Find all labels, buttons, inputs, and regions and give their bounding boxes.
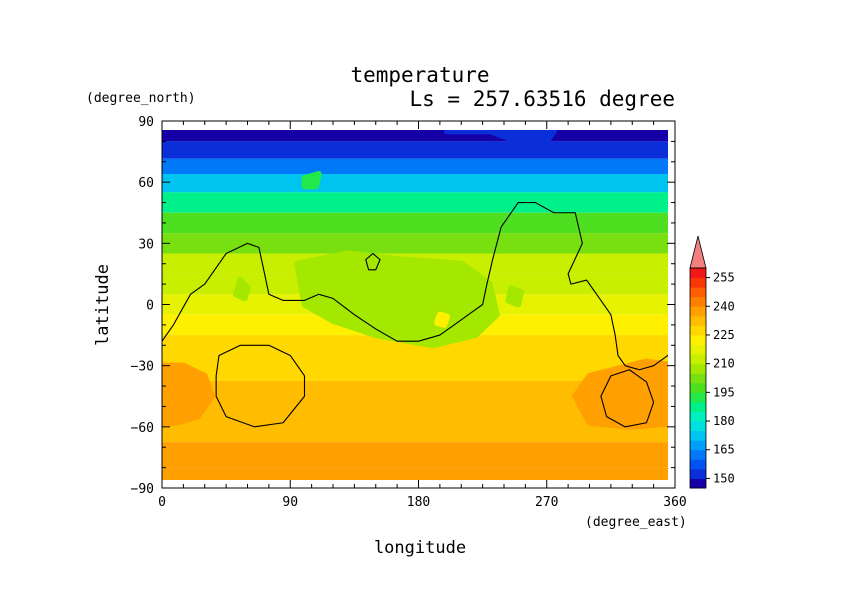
colorbar-bin	[690, 411, 706, 422]
colorbar-label: 195	[713, 385, 735, 399]
colorbar-bin	[690, 401, 706, 412]
temperature-band	[162, 192, 668, 213]
temperature-band	[162, 355, 668, 381]
colorbar-bin	[690, 478, 706, 489]
y-tick-label: −30	[131, 360, 154, 375]
contour-small	[365, 252, 381, 271]
x-tick-label: 360	[663, 495, 686, 510]
colorbar-bin	[690, 430, 706, 441]
temperature-band	[162, 212, 668, 234]
colorbar-bin	[690, 268, 706, 279]
y-tick-label: 30	[138, 237, 154, 252]
colorbar-bin	[690, 334, 706, 346]
x-tick-label: 270	[535, 495, 558, 510]
contour-lines	[162, 202, 668, 428]
colorbar-label: 225	[713, 328, 735, 342]
y-tick-label: −90	[131, 482, 154, 497]
y-axis-label: latitude	[93, 264, 113, 346]
x-unit-label: (degree_east)	[585, 515, 687, 530]
contour-ring-sw	[215, 344, 306, 428]
colorbar-bin	[690, 354, 706, 365]
colorbar-bin	[690, 325, 706, 336]
x-tick-label: 90	[282, 495, 298, 510]
colorbar-bin	[690, 296, 706, 307]
y-unit-label: (degree_north)	[86, 91, 196, 106]
temperature-band	[162, 158, 668, 175]
temperature-band	[162, 442, 668, 468]
temperature-band	[162, 130, 668, 142]
colorbar-bin	[690, 421, 706, 432]
colorbar-label: 240	[713, 299, 735, 313]
temperature-region-warm-spot-c	[434, 311, 450, 328]
colorbar-label: 165	[713, 443, 735, 457]
y-tick-label: 0	[146, 299, 154, 314]
contour-main	[162, 202, 668, 371]
colorbar-bin	[690, 277, 706, 288]
y-tick-label: 90	[138, 115, 154, 130]
temperature-region-warm-sw	[162, 362, 215, 426]
chart-subtitle: Ls = 257.63516 degree	[409, 87, 675, 111]
temperature-band	[162, 233, 668, 254]
y-tick-label: −60	[131, 421, 154, 436]
x-axis-label: longitude	[374, 538, 466, 558]
colorbar-bin	[690, 459, 706, 470]
colorbar-bin	[690, 315, 706, 326]
colorbar-bin	[690, 287, 706, 298]
colorbar-bin	[690, 382, 706, 393]
colorbar-bin	[690, 344, 706, 355]
x-tick-label: 180	[407, 495, 430, 510]
axes: 0 90 180 270 360 90 60 30 0 −30 −60 −90	[131, 115, 687, 510]
temperature-band	[162, 141, 668, 159]
colorbar-bin	[690, 468, 706, 479]
colorbar-bin	[690, 392, 706, 403]
temperature-band	[162, 174, 668, 193]
temperature-region-warm-se	[572, 358, 668, 430]
colorbar-bin	[690, 363, 706, 374]
temperature-region-polar-dip	[444, 130, 557, 145]
colorbar-label: 210	[713, 357, 735, 371]
temperature-band	[162, 335, 668, 356]
temperature-field	[162, 130, 668, 480]
colorbar-label: 150	[713, 471, 735, 485]
colorbar-label: 180	[713, 414, 735, 428]
colorbar-bin	[690, 440, 706, 451]
colorbar-bin	[690, 449, 706, 460]
temperature-band	[162, 467, 668, 480]
colorbar-bin	[690, 306, 706, 317]
contour-ring-se	[600, 369, 655, 428]
colorbar: 150 165 180 195 210 225 240 255	[689, 235, 735, 489]
temperature-region-cool-spot-a	[233, 277, 251, 302]
colorbar-overflow-triangle	[689, 235, 707, 269]
colorbar-label: 255	[713, 271, 735, 285]
temperature-region-cold-spot-d	[301, 171, 322, 190]
chart-title: temperature	[350, 63, 489, 87]
y-tick-label: 60	[138, 176, 154, 191]
temperature-region-cool-spot-b	[505, 285, 525, 308]
colorbar-frame	[689, 267, 707, 489]
colorbar-bin	[690, 373, 706, 384]
x-tick-label: 0	[158, 495, 166, 510]
